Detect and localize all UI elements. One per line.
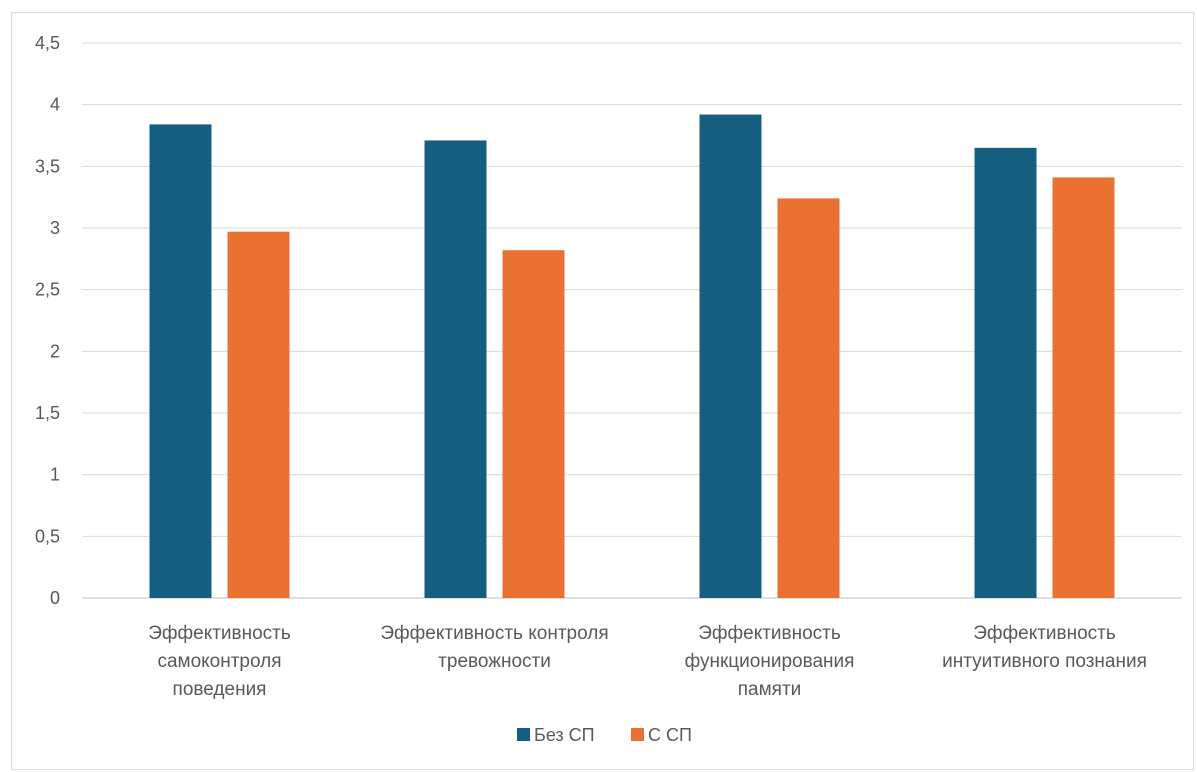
bar-bez-sp xyxy=(149,124,212,599)
x-category-label: Эффективность xyxy=(148,623,291,644)
x-category-label: Эффективность xyxy=(973,623,1116,644)
x-category-label: интуитивного познания xyxy=(942,651,1147,672)
y-tick-label: 1 xyxy=(50,465,60,485)
x-category-label: поведения xyxy=(173,679,267,700)
bar-bez-sp xyxy=(699,114,762,599)
y-tick-label: 0,5 xyxy=(35,526,60,546)
bar-bez-sp xyxy=(974,147,1037,599)
bars xyxy=(149,114,1115,599)
y-tick-label: 4 xyxy=(50,95,60,115)
x-category-label: самоконтроля xyxy=(157,651,281,672)
y-tick-label: 0 xyxy=(50,588,60,608)
legend[interactable]: Без СП С СП xyxy=(517,725,692,745)
x-category-label: памяти xyxy=(738,679,802,700)
bar-s-sp xyxy=(502,250,565,598)
bar-s-sp xyxy=(777,198,840,598)
x-category-label: функционирования xyxy=(685,651,855,672)
bar-s-sp xyxy=(1052,177,1115,598)
legend-label[interactable]: Без СП xyxy=(534,725,595,745)
y-tick-label: 3,5 xyxy=(35,156,60,176)
x-category-label: Эффективность xyxy=(698,623,841,644)
y-tick-label: 2,5 xyxy=(35,280,60,300)
x-category-label: Эффективность контроля xyxy=(380,623,608,644)
y-tick-label: 2 xyxy=(50,341,60,361)
y-tick-label: 1,5 xyxy=(35,403,60,423)
y-tick-label: 3 xyxy=(50,218,60,238)
x-axis-labels: Эффективность самоконтроля поведения Эффект… xyxy=(148,623,1147,700)
x-category-label: тревожности xyxy=(438,651,551,672)
legend-swatch xyxy=(631,728,644,741)
y-tick-label: 4,5 xyxy=(35,33,60,53)
legend-label[interactable]: С СП xyxy=(648,725,692,745)
bar-bez-sp xyxy=(424,140,487,598)
legend-swatch xyxy=(517,728,530,741)
y-axis-ticks: 0 0,5 1 1,5 2 2,5 3 3,5 4 4,5 xyxy=(35,33,60,608)
bar-s-sp xyxy=(227,231,290,598)
